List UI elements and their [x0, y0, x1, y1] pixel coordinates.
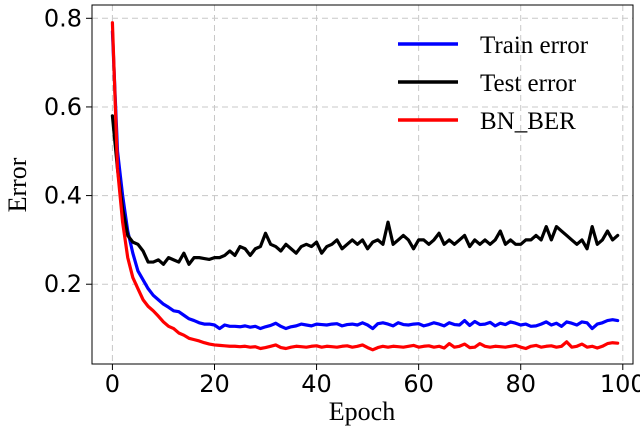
series-line-train-error — [110, 29, 620, 331]
x-tick-label: 0 — [105, 370, 120, 398]
x-tick-label: 60 — [403, 370, 434, 398]
legend: Train error Test error BN_BER — [398, 32, 589, 135]
series-line-bn-ber — [110, 21, 620, 352]
x-tick-label: 40 — [301, 370, 332, 398]
x-tick-label: 20 — [199, 370, 230, 398]
y-tick-label: 0.2 — [44, 270, 82, 298]
x-tick-label: 100 — [600, 370, 640, 398]
y-axis-title: Error — [3, 157, 32, 212]
axis-ticks: 0 20 40 60 80 100 0.2 0.4 0.6 0.8 — [44, 4, 640, 398]
y-tick-label: 0.6 — [44, 93, 82, 121]
series-lines — [110, 21, 620, 352]
y-tick-label: 0.8 — [44, 4, 82, 32]
legend-label: Test error — [480, 70, 577, 97]
x-tick-label: 80 — [505, 370, 536, 398]
x-axis-title: Epoch — [329, 397, 395, 426]
series-line-test-error — [110, 114, 620, 266]
legend-label: Train error — [480, 32, 589, 59]
grid — [92, 5, 633, 364]
y-tick-label: 0.4 — [44, 182, 82, 210]
plot-frame — [91, 4, 634, 365]
legend-label: BN_BER — [480, 108, 576, 135]
